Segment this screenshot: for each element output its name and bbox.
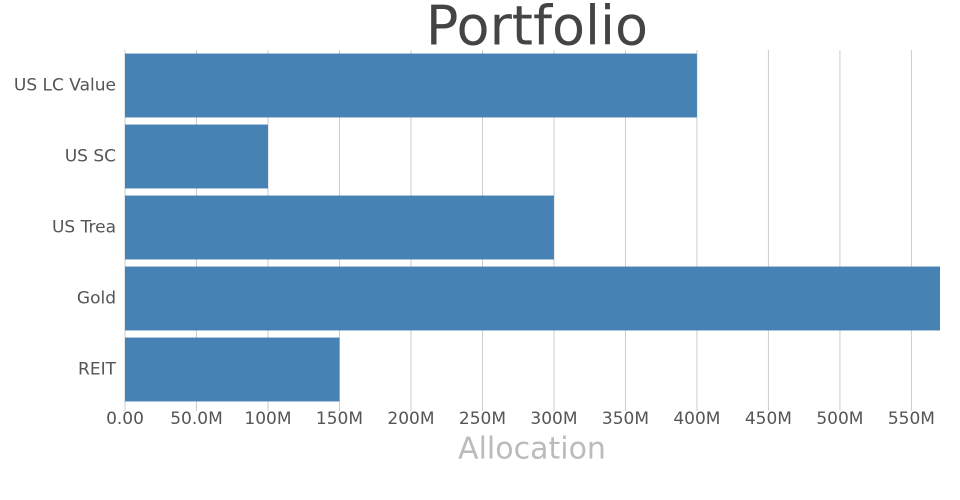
chart-title: Portfolio	[426, 0, 648, 58]
bar	[125, 53, 697, 118]
x-tick-label: 400M	[673, 409, 720, 429]
bar	[125, 124, 268, 189]
bar	[125, 337, 340, 402]
y-tick-label: US Trea	[52, 218, 116, 238]
x-tick-label: 250M	[459, 409, 506, 429]
x-tick-label: 50.0M	[170, 409, 223, 429]
y-tick-label: US SC	[65, 147, 116, 167]
x-tick-label: 450M	[745, 409, 792, 429]
bar	[125, 195, 554, 260]
x-tick-label: 100M	[244, 409, 291, 429]
x-tick-label: 0.00	[106, 409, 144, 429]
y-tick-label: Gold	[77, 289, 116, 309]
x-axis-label: Allocation	[458, 432, 606, 467]
x-tick-label: 300M	[530, 409, 577, 429]
y-tick-label: REIT	[78, 360, 117, 380]
x-tick-label: 500M	[816, 409, 863, 429]
x-tick-label: 150M	[316, 409, 363, 429]
x-tick-label: 550M	[888, 409, 935, 429]
y-tick-label: US LC Value	[14, 76, 116, 96]
x-tick-label: 200M	[387, 409, 434, 429]
bar	[125, 266, 940, 331]
x-tick-label: 350M	[602, 409, 649, 429]
